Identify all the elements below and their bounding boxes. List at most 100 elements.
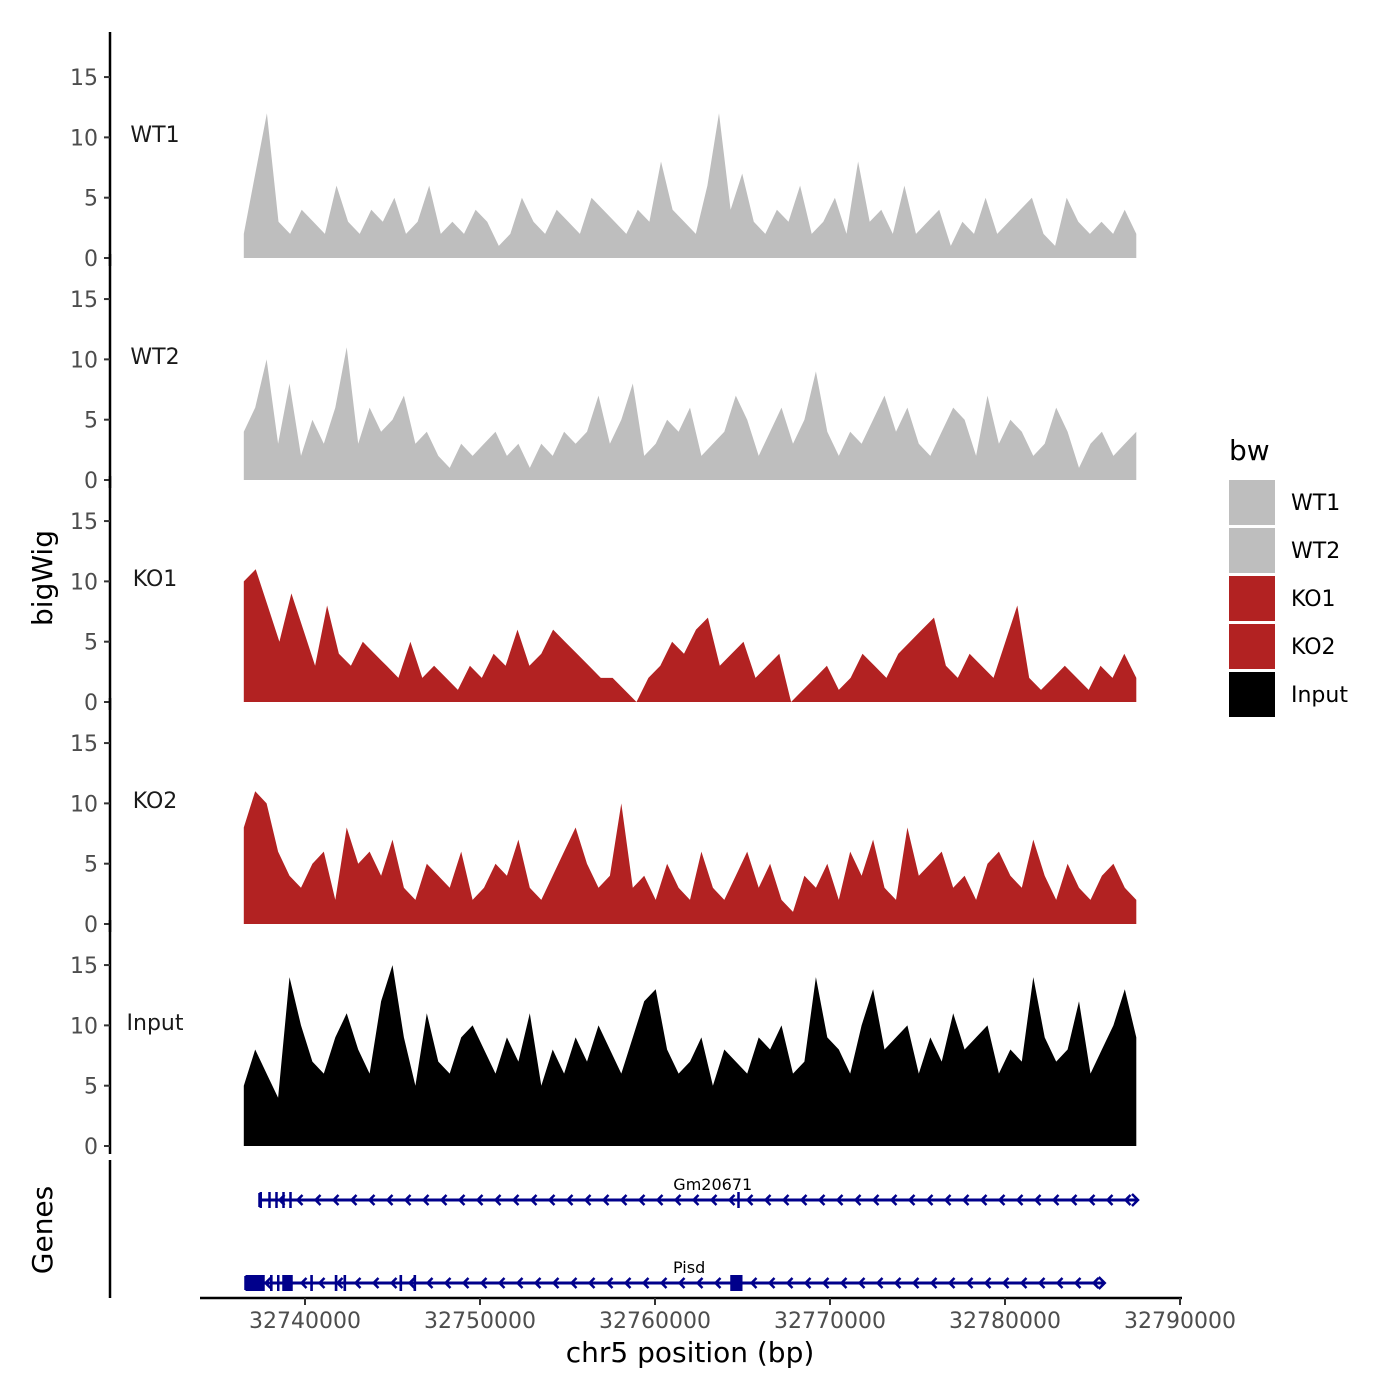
legend-label: Input xyxy=(1291,683,1348,708)
strand-arrow xyxy=(691,1194,700,1206)
strand-arrow xyxy=(1015,1194,1024,1206)
x-axis: 32740000 32750000 32760000 32770000 32780000… xyxy=(200,1296,1236,1334)
strand-arrow xyxy=(299,1277,308,1289)
exon xyxy=(270,1275,273,1291)
gene-end-cap xyxy=(1097,1276,1107,1290)
strand-arrow xyxy=(889,1194,898,1206)
strand-arrow xyxy=(893,1277,902,1289)
strand-arrow xyxy=(1055,1277,1064,1289)
legend-label: WT2 xyxy=(1291,539,1340,564)
exon xyxy=(399,1275,403,1291)
strand-arrow xyxy=(763,1194,772,1206)
strand-arrow xyxy=(1051,1194,1060,1206)
track-wt2: 0 5 10 15 WT2 xyxy=(70,254,1137,494)
strand-arrow xyxy=(907,1194,916,1206)
strand-arrow xyxy=(767,1277,776,1289)
exon xyxy=(245,1275,265,1291)
strand-arrow xyxy=(565,1194,574,1206)
strand-arrow xyxy=(425,1277,434,1289)
strand-arrow xyxy=(511,1194,520,1206)
exon xyxy=(277,1275,280,1291)
strand-arrow xyxy=(475,1194,484,1206)
strand-arrow xyxy=(1019,1277,1028,1289)
strand-arrow xyxy=(583,1194,592,1206)
y-tick-label: 5 xyxy=(84,409,98,434)
exon xyxy=(275,1192,278,1208)
strand-arrow xyxy=(1087,1194,1096,1206)
strand-arrow xyxy=(745,1194,754,1206)
exon xyxy=(334,1275,338,1291)
y-tick-label: 0 xyxy=(84,247,98,272)
strand-arrow xyxy=(997,1194,1006,1206)
y-tick-label: 5 xyxy=(84,1075,98,1100)
strand-arrow xyxy=(331,1194,340,1206)
strand-arrow xyxy=(335,1277,344,1289)
track-label: WT1 xyxy=(130,123,179,148)
strand-arrow xyxy=(1091,1277,1100,1289)
strand-arrow xyxy=(529,1194,538,1206)
strand-arrow xyxy=(1069,1194,1078,1206)
strand-arrow xyxy=(349,1194,358,1206)
exon xyxy=(259,1192,262,1208)
exon xyxy=(310,1275,313,1291)
y-tick-label: 10 xyxy=(70,126,98,151)
strand-arrow xyxy=(695,1277,704,1289)
y-tick-label: 5 xyxy=(84,631,98,656)
track-label: Input xyxy=(127,1011,184,1036)
coverage-area xyxy=(243,113,1137,258)
legend-swatch xyxy=(1229,576,1275,621)
strand-arrow xyxy=(637,1194,646,1206)
exon xyxy=(282,1275,293,1291)
strand-arrow xyxy=(875,1277,884,1289)
x-axis-title: chr5 position (bp) xyxy=(566,1336,815,1369)
strand-arrow xyxy=(317,1277,326,1289)
y-tick-label: 10 xyxy=(70,570,98,595)
y-tick-label: 0 xyxy=(84,469,98,494)
strand-arrow xyxy=(601,1194,610,1206)
strand-arrow xyxy=(821,1277,830,1289)
strand-arrow xyxy=(533,1277,542,1289)
track-ko2: 0 5 10 15 KO2 xyxy=(70,698,1137,938)
coverage-area xyxy=(243,965,1137,1146)
strand-arrow xyxy=(1037,1277,1046,1289)
gene-label: Pisd xyxy=(673,1258,705,1277)
strand-arrow xyxy=(439,1194,448,1206)
strand-arrow xyxy=(1033,1194,1042,1206)
y-tick-label: 10 xyxy=(70,1014,98,1039)
coverage-area xyxy=(243,347,1137,480)
strand-arrow xyxy=(673,1194,682,1206)
legend-label: WT1 xyxy=(1291,491,1340,516)
strand-arrow xyxy=(1073,1277,1082,1289)
strand-arrow xyxy=(947,1277,956,1289)
genes-axis-title: Genes xyxy=(26,1186,59,1274)
strand-arrow xyxy=(659,1277,668,1289)
y-tick-label: 15 xyxy=(70,288,98,313)
legend-swatch xyxy=(1229,624,1275,669)
strand-arrow xyxy=(713,1277,722,1289)
x-tick-label: 32760000 xyxy=(599,1309,711,1334)
coverage-area xyxy=(243,791,1137,924)
strand-arrow xyxy=(857,1277,866,1289)
legend-title: bw xyxy=(1229,434,1270,467)
strand-arrow xyxy=(479,1277,488,1289)
strand-arrow xyxy=(389,1277,398,1289)
gene-end-cap xyxy=(1131,1193,1140,1207)
legend-swatch xyxy=(1229,672,1275,717)
x-tick-label: 32770000 xyxy=(774,1309,886,1334)
strand-arrow xyxy=(709,1194,718,1206)
strand-arrow xyxy=(835,1194,844,1206)
strand-arrow xyxy=(839,1277,848,1289)
track-label: WT2 xyxy=(130,345,179,370)
strand-arrow xyxy=(979,1194,988,1206)
y-axis-title: bigWig xyxy=(26,530,59,626)
strand-arrow xyxy=(367,1194,376,1206)
strand-arrow xyxy=(1001,1277,1010,1289)
y-tick-label: 10 xyxy=(70,348,98,373)
x-tick-label: 32790000 xyxy=(1124,1309,1236,1334)
strand-arrow xyxy=(385,1194,394,1206)
strand-arrow xyxy=(313,1194,322,1206)
strand-arrow xyxy=(515,1277,524,1289)
x-tick-label: 32750000 xyxy=(424,1309,536,1334)
strand-arrow xyxy=(295,1194,304,1206)
legend-swatch xyxy=(1229,480,1275,525)
